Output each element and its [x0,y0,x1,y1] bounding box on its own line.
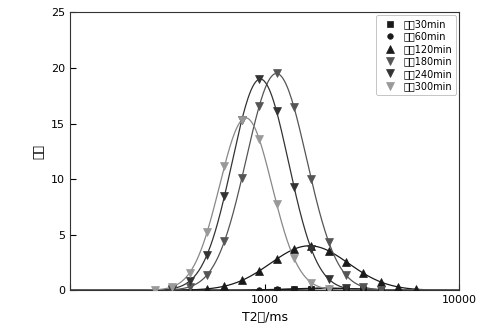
水化180min [256,104,261,108]
水化120min [221,284,227,288]
Line: 水化180min: 水化180min [168,69,384,294]
水化240min [239,118,244,122]
水化30min [377,288,383,291]
水化300min [273,202,279,206]
水化120min [360,271,365,275]
水化180min [204,273,210,277]
水化180min [360,285,365,289]
水化300min [152,288,158,292]
Line: 水化240min: 水化240min [168,75,349,293]
X-axis label: T2値/ms: T2値/ms [241,311,287,324]
水化120min [256,269,261,273]
水化60min [360,287,365,291]
水化180min [186,285,192,289]
水化120min [204,287,210,291]
水化60min [377,288,383,292]
水化180min [221,239,227,243]
水化240min [204,253,210,257]
水化120min [412,287,418,291]
水化120min [239,279,244,283]
水化300min [204,230,210,234]
Line: 水化120min: 水化120min [185,242,419,294]
水化300min [239,118,244,122]
水化240min [343,286,348,290]
水化30min [290,287,296,291]
水化240min [169,287,175,290]
水化120min [394,285,400,289]
Y-axis label: 振幅: 振幅 [32,144,45,159]
水化300min [290,256,296,260]
水化180min [290,105,296,109]
水化240min [273,110,279,114]
水化300min [221,164,227,168]
水化60min [273,287,279,291]
Line: 水化60min: 水化60min [256,285,383,292]
水化240min [221,194,227,198]
水化240min [290,185,296,189]
Line: 水化30min: 水化30min [273,286,383,292]
水化120min [343,260,348,264]
水化60min [343,287,348,290]
水化60min [256,288,261,292]
水化30min [325,287,331,290]
水化30min [273,288,279,292]
水化120min [290,247,296,251]
水化60min [290,287,296,291]
水化300min [186,271,192,275]
水化240min [325,277,331,281]
水化60min [325,286,331,290]
Line: 水化300min: 水化300min [151,116,332,294]
水化180min [273,71,279,75]
水化60min [308,286,314,290]
水化300min [325,287,331,291]
水化120min [186,288,192,292]
水化300min [308,281,314,285]
水化300min [256,137,261,141]
水化30min [343,287,348,291]
水化180min [169,288,175,292]
水化120min [325,249,331,253]
水化180min [308,177,314,181]
水化120min [377,280,383,284]
水化240min [186,279,192,283]
水化300min [169,285,175,289]
水化180min [343,273,348,277]
Legend: 水化30min, 水化60min, 水化120min, 水化180min, 水化240min, 水化300min: 水化30min, 水化60min, 水化120min, 水化180min, 水化… [376,15,455,95]
水化180min [239,176,244,180]
水化240min [256,77,261,81]
水化30min [308,287,314,291]
水化120min [273,257,279,261]
水化180min [325,240,331,244]
水化120min [308,244,314,248]
水化240min [308,247,314,251]
水化180min [377,288,383,292]
水化30min [360,287,365,291]
